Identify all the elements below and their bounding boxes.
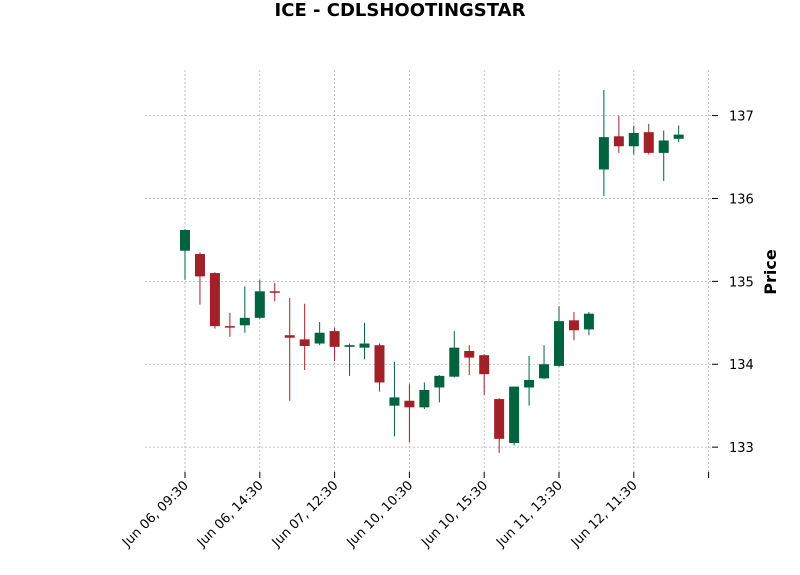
candle-body [180,229,190,251]
candle-body [224,326,235,328]
candle-up [449,331,460,378]
candle-down [269,283,280,302]
candle-body [464,350,475,358]
candle-up [359,322,370,360]
candle-body [329,331,340,347]
candle-up [509,386,520,446]
candle-down [299,303,310,371]
candle-up [673,125,684,143]
candle-body [524,379,535,388]
candle-down [494,398,505,453]
candle-body [613,136,624,147]
candle-up [314,321,325,346]
y-tick-label: 137 [729,110,754,125]
candle-up [254,279,265,319]
candle-up [554,306,564,367]
candle-down [209,272,220,329]
candle-up [239,286,250,333]
candle-up [180,229,190,280]
candle-body [374,345,385,383]
candle-body [359,343,370,348]
candle-up [344,343,355,376]
x-tick-label: Jun 07, 12:30 [269,478,342,551]
y-tick-label: 133 [729,441,754,456]
candle-down [404,384,415,443]
y-tick-label: 135 [729,275,754,290]
candle-body [209,273,220,327]
candle-down [284,297,295,401]
candle-body [494,399,505,439]
candle-down [568,312,579,341]
x-tick-label: Jun 11, 13:30 [493,478,566,551]
candle-body [673,134,684,139]
x-tick-label: Jun 06, 09:30 [119,478,192,551]
candle-body [314,332,325,344]
chart-title: ICE - CDLSHOOTINGSTAR [274,0,526,21]
candle-body [509,386,520,443]
candle-up [419,382,430,410]
candle-body [269,291,280,293]
candle-body [643,132,654,153]
candle-body [583,313,594,330]
candle-body [404,400,415,408]
candle-body [299,339,310,347]
x-tick-label: Jun 06, 14:30 [194,478,267,551]
candle-body [434,375,445,388]
candle-up [539,345,550,380]
candle-body [254,291,265,318]
candle-up [658,130,669,182]
candle-body [598,137,609,170]
grid-layer [145,70,712,472]
x-tick-label: Jun 12, 11:30 [568,478,641,551]
y-tick-label: 134 [729,358,754,373]
candle-up [628,125,639,155]
candle-down [374,343,385,392]
candle-body [449,347,460,377]
candle-body [554,321,564,366]
candle-down [194,252,205,305]
x-tick-label: Jun 10, 15:30 [418,478,491,551]
candle-body [658,140,669,153]
candle-down [224,312,235,337]
candle-body [284,335,295,338]
candle-body [479,355,490,375]
candle-body [568,320,579,331]
candle-body [628,132,639,147]
candle-body [419,389,430,408]
x-tick-label: Jun 10, 10:30 [344,478,417,551]
candle-body [389,397,400,406]
candle-layer [180,89,684,453]
y-tick-label: 136 [729,192,754,207]
candle-up [598,89,609,196]
candle-down [479,354,490,395]
y-axis-label: Price [761,249,780,295]
candle-down [464,345,475,376]
candle-body [239,317,250,326]
candle-up [583,312,594,336]
candle-up [389,361,400,437]
candle-body [194,254,205,277]
candle-up [524,355,535,406]
candle-body [344,345,355,347]
candle-down [329,327,340,361]
axes-layer: 133 134 135 136 137 Jun 06, 09:30 Jun 06, 14:3… [119,110,754,551]
candle-up [434,375,445,403]
candle-down [613,115,624,153]
candle-down [643,123,654,155]
candle-body [539,364,550,379]
